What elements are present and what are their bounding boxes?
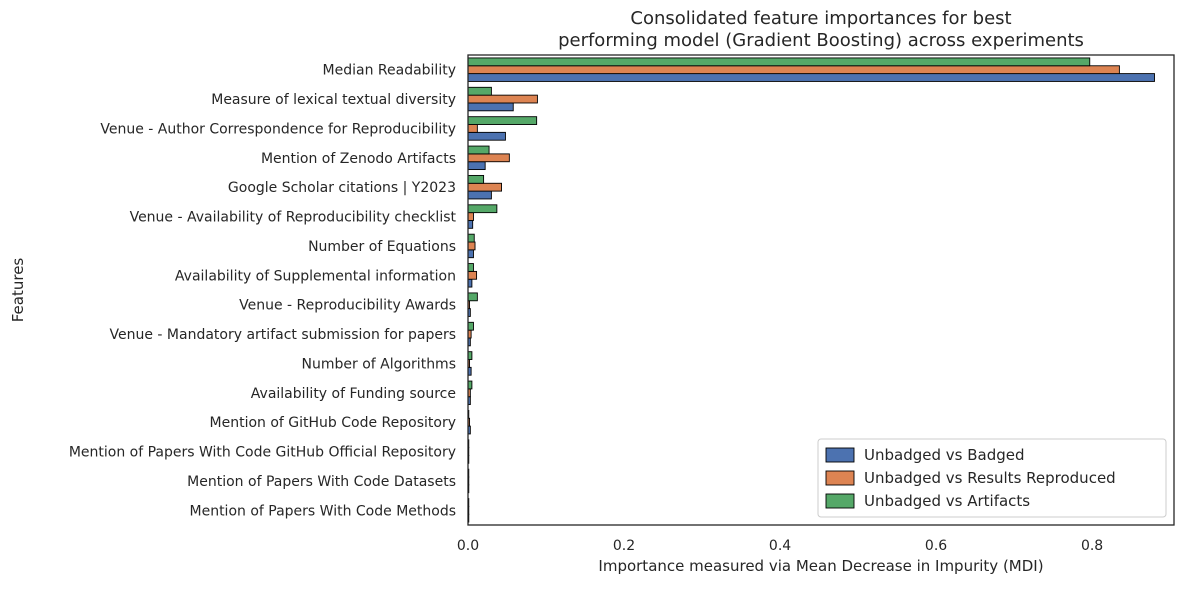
bar	[467, 161, 486, 171]
bar	[467, 249, 474, 259]
bar	[467, 174, 485, 184]
bar	[467, 94, 538, 104]
bar	[467, 182, 502, 192]
legend-label: Unbadged vs Results Reproduced	[864, 469, 1116, 487]
y-tick-label: Mention of Papers With Code GitHub Offic…	[69, 445, 456, 461]
y-tick-label: Mention of Papers With Code Datasets	[187, 474, 456, 490]
x-tick-label: 0.6	[925, 538, 947, 554]
y-tick-label: Mention of GitHub Code Repository	[210, 415, 456, 431]
bar	[467, 292, 478, 302]
legend-swatch	[825, 493, 855, 509]
y-tick-label: Mention of Papers With Code Methods	[190, 503, 457, 519]
y-tick-label: Venue - Author Correspondence for Reprod…	[100, 121, 456, 137]
x-tick-label: 0.8	[1081, 538, 1103, 554]
legend-swatch	[825, 447, 855, 463]
bar	[467, 124, 478, 133]
chart-title-line: Consolidated feature importances for bes…	[630, 8, 1011, 29]
y-tick-label: Venue - Availability of Reproducibility …	[130, 210, 457, 226]
x-tick-labels: 0.0 0.2 0.4 0.6 0.8	[457, 538, 1103, 554]
bars	[467, 57, 1155, 523]
y-tick-label: Mention of Zenodo Artifacts	[261, 151, 456, 167]
chart-title-line: performing model (Gradient Boosting) acr…	[558, 30, 1084, 51]
x-axis-label: Importance measured via Mean Decrease in…	[598, 557, 1043, 575]
bar	[467, 145, 490, 155]
x-tick-label: 0.4	[769, 538, 791, 554]
bar	[467, 102, 514, 112]
bar	[467, 212, 474, 221]
y-tick-labels: Median Readability Measure of lexical tex…	[69, 63, 457, 520]
bar	[467, 321, 474, 331]
y-tick-label: Availability of Funding source	[251, 386, 456, 402]
legend-label: Unbadged vs Artifacts	[864, 492, 1030, 510]
bar	[467, 57, 1091, 67]
bar	[467, 233, 475, 243]
x-tick-label: 0.2	[613, 538, 635, 554]
legend-label: Unbadged vs Badged	[864, 446, 1025, 464]
y-tick-label: Venue - Reproducibility Awards	[239, 298, 456, 314]
bar	[467, 131, 506, 141]
y-tick-label: Venue - Mandatory artifact submission fo…	[110, 327, 456, 343]
y-tick-label: Number of Equations	[308, 239, 456, 255]
bar	[467, 86, 492, 96]
chart-title: Consolidated feature importances for bes…	[558, 8, 1084, 51]
bar	[467, 73, 1155, 82]
legend-frame	[817, 438, 1167, 518]
legend: Unbadged vs Badged Unbadged vs Results Re…	[817, 438, 1167, 518]
y-tick-label: Median Readability	[323, 63, 456, 79]
bar	[467, 241, 476, 251]
y-tick-label: Measure of lexical textual diversity	[211, 92, 456, 108]
bar	[467, 263, 474, 272]
plot-area-frame	[467, 54, 1175, 526]
legend-swatch	[825, 470, 855, 486]
y-tick-label: Number of Algorithms	[302, 356, 457, 372]
y-axis-label: Features	[9, 258, 27, 323]
bar	[467, 116, 538, 125]
bar	[467, 220, 474, 229]
bar	[467, 270, 478, 280]
bar	[467, 204, 498, 214]
y-tick-label: Google Scholar citations | Y2023	[228, 180, 456, 196]
bar	[467, 153, 510, 163]
bar	[467, 190, 492, 200]
x-tick-label: 0.0	[457, 538, 479, 554]
y-tick-label: Availability of Supplemental information	[175, 268, 456, 284]
bar	[467, 65, 1120, 75]
